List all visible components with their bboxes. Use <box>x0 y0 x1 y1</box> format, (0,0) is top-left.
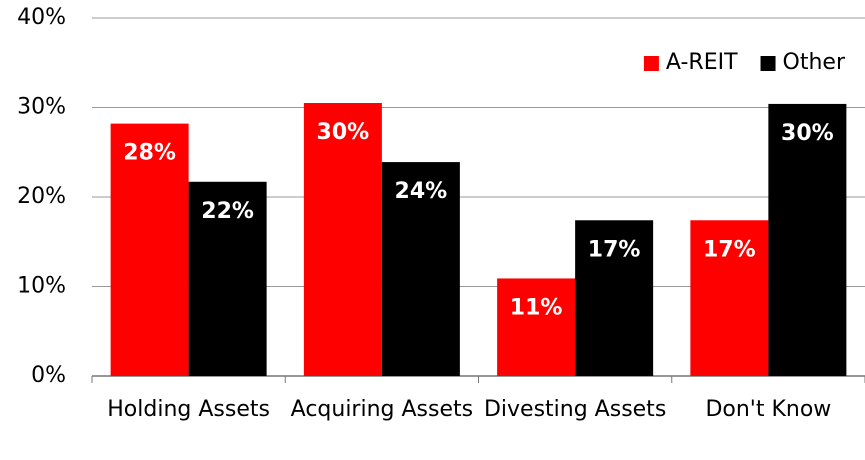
legend-swatch <box>643 56 659 71</box>
value-label: 28% <box>123 141 176 166</box>
bar <box>575 220 654 376</box>
y-tick-label: 20% <box>17 184 66 209</box>
x-tick-label: Acquiring Assets <box>291 397 473 422</box>
bar <box>303 103 382 377</box>
legend-label: A-REIT <box>666 50 738 75</box>
value-label: 17% <box>588 237 641 262</box>
legend-label: Other <box>783 50 846 75</box>
bar <box>188 181 267 376</box>
y-tick-label: 0% <box>31 363 66 388</box>
value-label: 30% <box>317 120 370 145</box>
value-label: 17% <box>703 237 756 262</box>
x-tick-label: Don't Know <box>705 397 831 422</box>
value-label: 22% <box>201 199 254 224</box>
y-tick-label: 40% <box>17 5 66 30</box>
bar <box>110 123 189 376</box>
value-label: 24% <box>395 179 448 204</box>
x-tick-label: Holding Assets <box>107 397 270 422</box>
bar <box>690 220 769 376</box>
legend-swatch <box>760 56 776 71</box>
bar <box>768 103 847 377</box>
bar <box>381 162 460 376</box>
y-tick-label: 30% <box>17 95 66 120</box>
y-tick-label: 10% <box>17 274 66 299</box>
value-label: 30% <box>781 121 834 146</box>
x-tick-label: Divesting Assets <box>484 397 666 422</box>
bar <box>497 278 576 376</box>
value-label: 11% <box>510 295 563 320</box>
